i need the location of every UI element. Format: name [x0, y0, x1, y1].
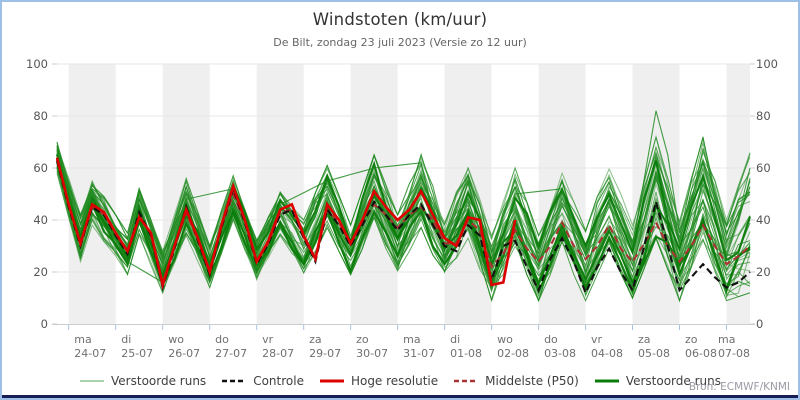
y-axis-tick-label: 20	[756, 265, 771, 279]
day-name: ma	[74, 333, 92, 346]
y-axis-tick-label: 20	[33, 265, 48, 279]
x-axis-day-label: do 03-08	[544, 333, 596, 361]
day-name: vr	[591, 333, 603, 346]
day-date: 26-07	[168, 347, 201, 360]
legend-item-middelste-p50: Middelste (P50)	[453, 374, 579, 388]
ensemble-member-line	[56, 145, 751, 276]
legend-label: Middelste (P50)	[485, 374, 579, 388]
y-axis-tick-label: 80	[33, 109, 48, 123]
x-axis-day-label: do 27-07	[215, 333, 267, 361]
y-axis-tick-label: 0	[40, 317, 48, 331]
legend-item-controle: Controle	[221, 374, 304, 388]
day-date: 29-07	[309, 347, 342, 360]
day-date: 05-08	[638, 347, 670, 360]
x-axis-day-label: di 25-07	[121, 333, 173, 361]
x-axis-day-label: ma 31-07	[403, 333, 455, 361]
day-name: zo	[356, 333, 369, 346]
line-swatch-icon	[594, 379, 619, 383]
line-swatch-icon	[80, 380, 105, 382]
ensemble-member-line	[56, 146, 751, 263]
x-axis-day-label: za 05-08	[638, 333, 690, 361]
line-swatch-icon	[319, 379, 344, 383]
line-swatch-icon	[222, 379, 247, 383]
day-name: ma	[403, 333, 421, 346]
day-date: 07-08	[718, 347, 750, 360]
legend-item-verstoorde-runs-thick: Verstoorde runs	[594, 374, 721, 388]
ensemble-member-line	[56, 142, 751, 253]
y-axis-tick-label: 60	[33, 161, 48, 175]
x-axis-day-label: di 01-08	[450, 333, 502, 361]
day-date: 06-08	[685, 347, 717, 360]
legend-label: Verstoorde runs	[111, 374, 207, 388]
x-axis-day-label: zo 06-08	[685, 333, 737, 361]
day-date: 01-08	[450, 347, 483, 360]
day-name: wo	[497, 333, 513, 346]
day-name: do	[215, 333, 229, 346]
day-name: vr	[262, 333, 274, 346]
day-name: di	[121, 333, 132, 346]
series-group	[56, 110, 751, 303]
day-name: za	[638, 333, 651, 346]
x-axis-day-label: ma 07-08	[718, 333, 770, 361]
ensemble-outlier-line	[56, 110, 751, 288]
series-line-hoge-resolutie	[56, 157, 517, 291]
day-name: di	[450, 333, 461, 346]
x-axis-day-label: ma 24-07	[74, 333, 126, 361]
day-name: wo	[168, 333, 184, 346]
legend: Verstoorde runs Controle Hoge resolutie …	[2, 374, 798, 388]
legend-label: Hoge resolutie	[350, 374, 439, 388]
bottom-accent-bar	[2, 395, 798, 398]
y-axis-tick-label: 80	[756, 109, 771, 123]
chart-title: Windstoten (km/uur)	[312, 10, 488, 29]
day-name: ma	[718, 333, 736, 346]
day-name: do	[544, 333, 558, 346]
x-axis-day-label: wo 26-07	[168, 333, 220, 361]
legend-label: Controle	[253, 374, 304, 388]
day-date: 04-08	[591, 347, 624, 360]
day-date: 02-08	[497, 347, 530, 360]
line-swatch-icon	[454, 379, 479, 383]
day-date: 25-07	[121, 347, 154, 360]
day-date: 30-07	[356, 347, 389, 360]
y-axis-tick-label: 100	[756, 57, 778, 71]
day-date: 31-07	[403, 347, 436, 360]
legend-item-verstoorde-runs-thin: Verstoorde runs	[79, 374, 206, 388]
source-credit: Bron: ECMWF/KNMI	[688, 381, 790, 393]
y-axis-tick-label: 40	[33, 213, 48, 227]
y-axis-tick-label: 40	[756, 213, 771, 227]
day-date: 28-07	[262, 347, 295, 360]
day-date: 03-08	[544, 347, 577, 360]
x-axis-day-label: vr 04-08	[591, 333, 643, 361]
y-axis-tick-label: 0	[756, 317, 764, 331]
day-date: 24-07	[74, 347, 107, 360]
x-axis-day-label: wo 02-08	[497, 333, 549, 361]
x-axis-day-label: zo 30-07	[356, 333, 408, 361]
y-axis-tick-label: 100	[26, 57, 48, 71]
x-axis-day-label: vr 28-07	[262, 333, 314, 361]
x-axis-day-label: za 29-07	[309, 333, 361, 361]
day-name: zo	[685, 333, 698, 346]
legend-label: Verstoorde runs	[625, 374, 721, 388]
day-date: 27-07	[215, 347, 248, 360]
chart-subtitle: De Bilt, zondag 23 juli 2023 (Versie zo …	[273, 36, 527, 49]
y-axis-tick-label: 60	[756, 161, 771, 175]
day-name: za	[309, 333, 322, 346]
legend-item-hoge-resolutie: Hoge resolutie	[319, 374, 438, 388]
